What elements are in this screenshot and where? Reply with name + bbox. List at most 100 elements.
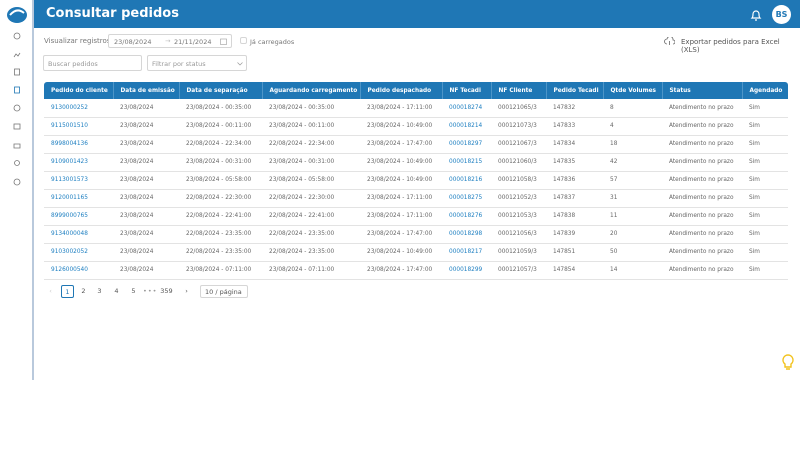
column-header[interactable]: Data de emissão (113, 82, 179, 99)
orders-table: Pedido do clienteData de emissãoData de … (44, 82, 788, 280)
range-arrow: → (165, 37, 170, 45)
table-row: 911500151023/08/2024 23/08/2024 - 00:11:0… (44, 117, 788, 135)
table-cell: 23/08/2024 - 05:58:00 (179, 171, 262, 189)
top-bar: Consultar pedidos BS (34, 0, 800, 28)
page-button[interactable]: 359 (160, 285, 173, 298)
table-cell: 000121057/3 (491, 261, 546, 279)
date-range[interactable]: 23/08/2024 → 21/11/2024 (108, 34, 232, 48)
table-cell: 23/08/2024 - 07:11:00 (262, 261, 360, 279)
nav-docs[interactable] (15, 69, 20, 75)
nav-dashboard[interactable] (14, 33, 20, 39)
link-cell[interactable]: 9126000540 (44, 261, 113, 279)
table-cell: Atendimento no prazo (662, 153, 742, 171)
notifications[interactable] (750, 8, 762, 22)
link-cell[interactable]: 8998004136 (44, 135, 113, 153)
link-cell[interactable]: 9120001165 (44, 189, 113, 207)
user-avatar[interactable]: BS (772, 5, 791, 24)
table-cell: 147838 (546, 207, 603, 225)
column-header[interactable]: NF Tecadi (442, 82, 491, 99)
table-cell: 147839 (546, 225, 603, 243)
table-cell: 000121059/3 (491, 243, 546, 261)
link-cell[interactable]: 000018216 (442, 171, 491, 189)
nav-settings[interactable] (14, 179, 20, 185)
table-cell: Atendimento no prazo (662, 243, 742, 261)
table-cell: Atendimento no prazo (662, 207, 742, 225)
tips-icon[interactable] (781, 354, 795, 372)
link-cell[interactable]: 000018215 (442, 153, 491, 171)
table-cell: 23/08/2024 (113, 261, 179, 279)
table-cell: 23/08/2024 (113, 117, 179, 135)
date-to: 21/11/2024 (174, 38, 211, 46)
page-button[interactable]: 3 (93, 285, 106, 298)
column-header[interactable]: Pedido despachado (360, 82, 442, 99)
search-input[interactable]: Buscar pedidos (43, 55, 142, 71)
column-header[interactable]: NF Cliente (491, 82, 546, 99)
more-pages[interactable]: ••• (143, 285, 158, 298)
nav-folder[interactable] (14, 144, 20, 148)
table-cell: 14 (603, 261, 662, 279)
table-cell: 31 (603, 189, 662, 207)
table-cell: 23/08/2024 - 17:11:00 (360, 99, 442, 117)
table-cell: 147833 (546, 117, 603, 135)
table-cell: 000121073/3 (491, 117, 546, 135)
table-cell: 22/08/2024 - 23:35:00 (262, 225, 360, 243)
table-cell: 23/08/2024 - 17:11:00 (360, 189, 442, 207)
table-cell: 22/08/2024 - 22:41:00 (179, 207, 262, 225)
link-cell[interactable]: 8999000765 (44, 207, 113, 225)
table-cell: 22/08/2024 - 22:34:00 (262, 135, 360, 153)
link-cell[interactable]: 000018276 (442, 207, 491, 225)
nav-finance[interactable] (14, 105, 20, 111)
link-cell[interactable]: 000018299 (442, 261, 491, 279)
status-placeholder: Filtrar por status (152, 60, 206, 68)
column-header[interactable]: Pedido Tecadi (546, 82, 603, 99)
table-cell: Sim (742, 207, 788, 225)
page-button[interactable]: 4 (110, 285, 123, 298)
link-cell[interactable]: 000018298 (442, 225, 491, 243)
link-cell[interactable]: 000018214 (442, 117, 491, 135)
link-cell[interactable]: 9103002052 (44, 243, 113, 261)
table-cell: 22/08/2024 - 23:35:00 (262, 243, 360, 261)
table-cell: 23/08/2024 - 00:11:00 (262, 117, 360, 135)
table-cell: 23/08/2024 - 17:47:00 (360, 225, 442, 243)
link-cell[interactable]: 9134000048 (44, 225, 113, 243)
link-cell[interactable]: 000018274 (442, 99, 491, 117)
link-cell[interactable]: 9113001573 (44, 171, 113, 189)
table-cell: 000121053/3 (491, 207, 546, 225)
column-header[interactable]: Agendado (742, 82, 788, 99)
export-button[interactable]: Exportar pedidos para Excel (XLS) (681, 38, 800, 54)
next-page[interactable]: › (180, 285, 193, 298)
table-cell: 000121058/3 (491, 171, 546, 189)
sidebar (0, 0, 34, 380)
column-header[interactable]: Qtde Volumes (603, 82, 662, 99)
page-button[interactable]: 5 (127, 285, 140, 298)
prev-page[interactable]: ‹ (44, 285, 57, 298)
table-row: 910900142323/08/202423/08/2024 - 00:31:0… (44, 153, 788, 171)
column-header[interactable]: Pedido do cliente (44, 82, 113, 99)
table-cell: 23/08/2024 - 10:49:00 (360, 171, 442, 189)
page-size-select[interactable]: 10 / página (200, 285, 248, 298)
link-cell[interactable]: 000018217 (442, 243, 491, 261)
link-cell[interactable]: 000018297 (442, 135, 491, 153)
nav-camera[interactable] (14, 124, 20, 129)
table-row: 910300205223/08/202422/08/2024 - 23:35:0… (44, 243, 788, 261)
page-button[interactable]: 2 (77, 285, 90, 298)
page-title: Consultar pedidos (46, 6, 179, 21)
nav-users[interactable] (15, 161, 20, 166)
date-from: 23/08/2024 (114, 38, 151, 46)
nav-orders[interactable] (15, 87, 20, 93)
table-cell: 23/08/2024 - 05:58:00 (262, 171, 360, 189)
page-button[interactable]: 1 (61, 285, 74, 298)
link-cell[interactable]: 000018275 (442, 189, 491, 207)
link-cell[interactable]: 9115001510 (44, 117, 113, 135)
column-header[interactable]: Status (662, 82, 742, 99)
loaded-checkbox[interactable] (240, 37, 247, 44)
link-cell[interactable]: 9109001423 (44, 153, 113, 171)
column-header[interactable]: Data de separação (179, 82, 262, 99)
column-header[interactable]: Aguardando carregamento (262, 82, 360, 99)
table-cell: Atendimento no prazo (662, 99, 742, 117)
status-select[interactable]: Filtrar por status (147, 55, 247, 71)
nav-charts[interactable] (14, 53, 20, 57)
link-cell[interactable]: 9130000252 (44, 99, 113, 117)
table-cell: 23/08/2024 - 10:49:00 (360, 153, 442, 171)
